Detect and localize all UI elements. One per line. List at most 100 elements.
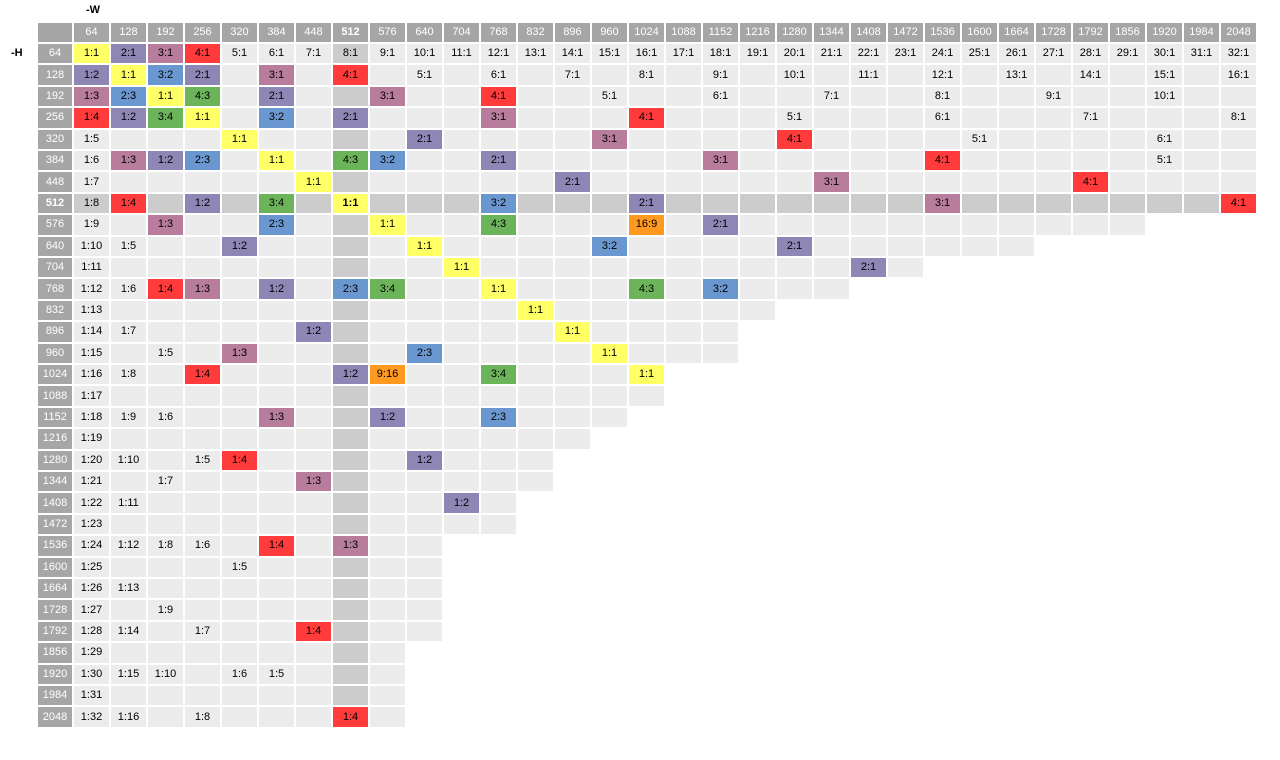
ratio-cell — [554, 214, 591, 236]
ratio-cell — [480, 299, 517, 322]
ratio-cell: 1:2 — [184, 192, 221, 215]
ratio-cell — [813, 257, 850, 279]
ratio-cell — [184, 642, 221, 664]
ratio-cell: 1:1 — [591, 342, 628, 364]
ratio-cell: 4:3 — [480, 214, 517, 236]
ratio-cell — [184, 257, 221, 279]
ratio-cell: 1:1 — [332, 192, 369, 215]
ratio-cell — [554, 299, 591, 322]
ratio-cell — [369, 235, 406, 257]
ratio-cell — [665, 278, 702, 300]
ratio-cell — [591, 385, 628, 407]
ratio-cell — [295, 150, 332, 172]
ratio-cell — [332, 342, 369, 364]
width-header: 960 — [591, 22, 628, 43]
height-header: 384 — [37, 150, 73, 172]
ratio-cell — [998, 171, 1035, 193]
ratio-cell — [221, 685, 258, 707]
ratio-cell: 1:1 — [295, 171, 332, 193]
ratio-cell — [332, 642, 369, 664]
ratio-cell — [184, 235, 221, 257]
ratio-cell — [739, 299, 776, 322]
ratio-cell — [221, 620, 258, 643]
ratio-cell — [628, 321, 665, 343]
ratio-cell — [628, 235, 665, 257]
ratio-cell — [221, 706, 258, 728]
ratio-cell: 1:1 — [369, 214, 406, 236]
ratio-cell: 3:4 — [480, 364, 517, 386]
height-header: 2048 — [37, 706, 73, 728]
ratio-cell — [628, 257, 665, 279]
ratio-cell — [332, 321, 369, 343]
ratio-cell — [295, 535, 332, 557]
ratio-cell — [147, 556, 184, 578]
height-header: 192 — [37, 85, 73, 108]
ratio-cell: 2:1 — [628, 192, 665, 215]
ratio-cell: 5:1 — [406, 64, 443, 86]
ratio-cell: 1:4 — [258, 535, 295, 557]
height-header: 256 — [37, 107, 73, 129]
ratio-cell: 1:26 — [73, 578, 110, 600]
ratio-cell — [332, 171, 369, 193]
ratio-cell — [1183, 107, 1220, 129]
ratio-cell — [1109, 128, 1146, 150]
width-header: 1408 — [850, 22, 887, 43]
width-header: 832 — [517, 22, 554, 43]
ratio-cell — [184, 599, 221, 621]
ratio-cell — [295, 385, 332, 407]
ratio-cell — [184, 406, 221, 429]
ratio-cell — [887, 128, 924, 150]
ratio-cell: 3:4 — [369, 278, 406, 300]
ratio-cell: 1:7 — [147, 471, 184, 493]
ratio-cell: 8:1 — [1220, 107, 1257, 129]
ratio-cell — [295, 192, 332, 215]
ratio-cell: 1:25 — [73, 556, 110, 578]
height-header: 1280 — [37, 449, 73, 471]
ratio-cell — [665, 342, 702, 364]
width-header: 1728 — [1035, 22, 1072, 43]
ratio-cell: 1:9 — [147, 599, 184, 621]
ratio-cell — [1183, 171, 1220, 193]
ratio-cell — [776, 257, 813, 279]
ratio-cell — [406, 214, 443, 236]
ratio-cell: 5:1 — [1146, 150, 1183, 172]
height-header: 1920 — [37, 663, 73, 685]
ratio-cell: 1:1 — [258, 150, 295, 172]
width-header: 320 — [221, 22, 258, 43]
ratio-cell — [258, 385, 295, 407]
ratio-cell — [591, 64, 628, 86]
ratio-cell: 1:6 — [147, 406, 184, 429]
ratio-cell — [221, 171, 258, 193]
ratio-cell: 12:1 — [924, 64, 961, 86]
ratio-cell: 1:15 — [73, 342, 110, 364]
width-header: 256 — [184, 22, 221, 43]
ratio-cell — [924, 235, 961, 257]
ratio-cell — [443, 150, 480, 172]
ratio-cell — [1072, 85, 1109, 108]
ratio-cell — [517, 385, 554, 407]
ratio-cell — [961, 192, 998, 215]
ratio-cell — [591, 214, 628, 236]
ratio-cell: 1:14 — [73, 321, 110, 343]
height-header: 1344 — [37, 471, 73, 493]
ratio-cell — [295, 299, 332, 322]
ratio-cell — [184, 685, 221, 707]
ratio-cell — [554, 385, 591, 407]
ratio-cell — [443, 513, 480, 536]
height-header: 832 — [37, 299, 73, 322]
ratio-cell — [221, 257, 258, 279]
ratio-cell — [1035, 64, 1072, 86]
ratio-cell — [517, 64, 554, 86]
ratio-cell: 4:1 — [480, 85, 517, 108]
ratio-cell — [258, 321, 295, 343]
ratio-cell — [887, 235, 924, 257]
width-header: 1152 — [702, 22, 739, 43]
ratio-cell — [961, 85, 998, 108]
ratio-cell: 3:2 — [702, 278, 739, 300]
ratio-cell — [628, 85, 665, 108]
ratio-cell — [1109, 214, 1146, 236]
ratio-cell — [628, 342, 665, 364]
ratio-cell — [295, 663, 332, 685]
ratio-cell: 13:1 — [998, 64, 1035, 86]
ratio-cell: 2:1 — [554, 171, 591, 193]
